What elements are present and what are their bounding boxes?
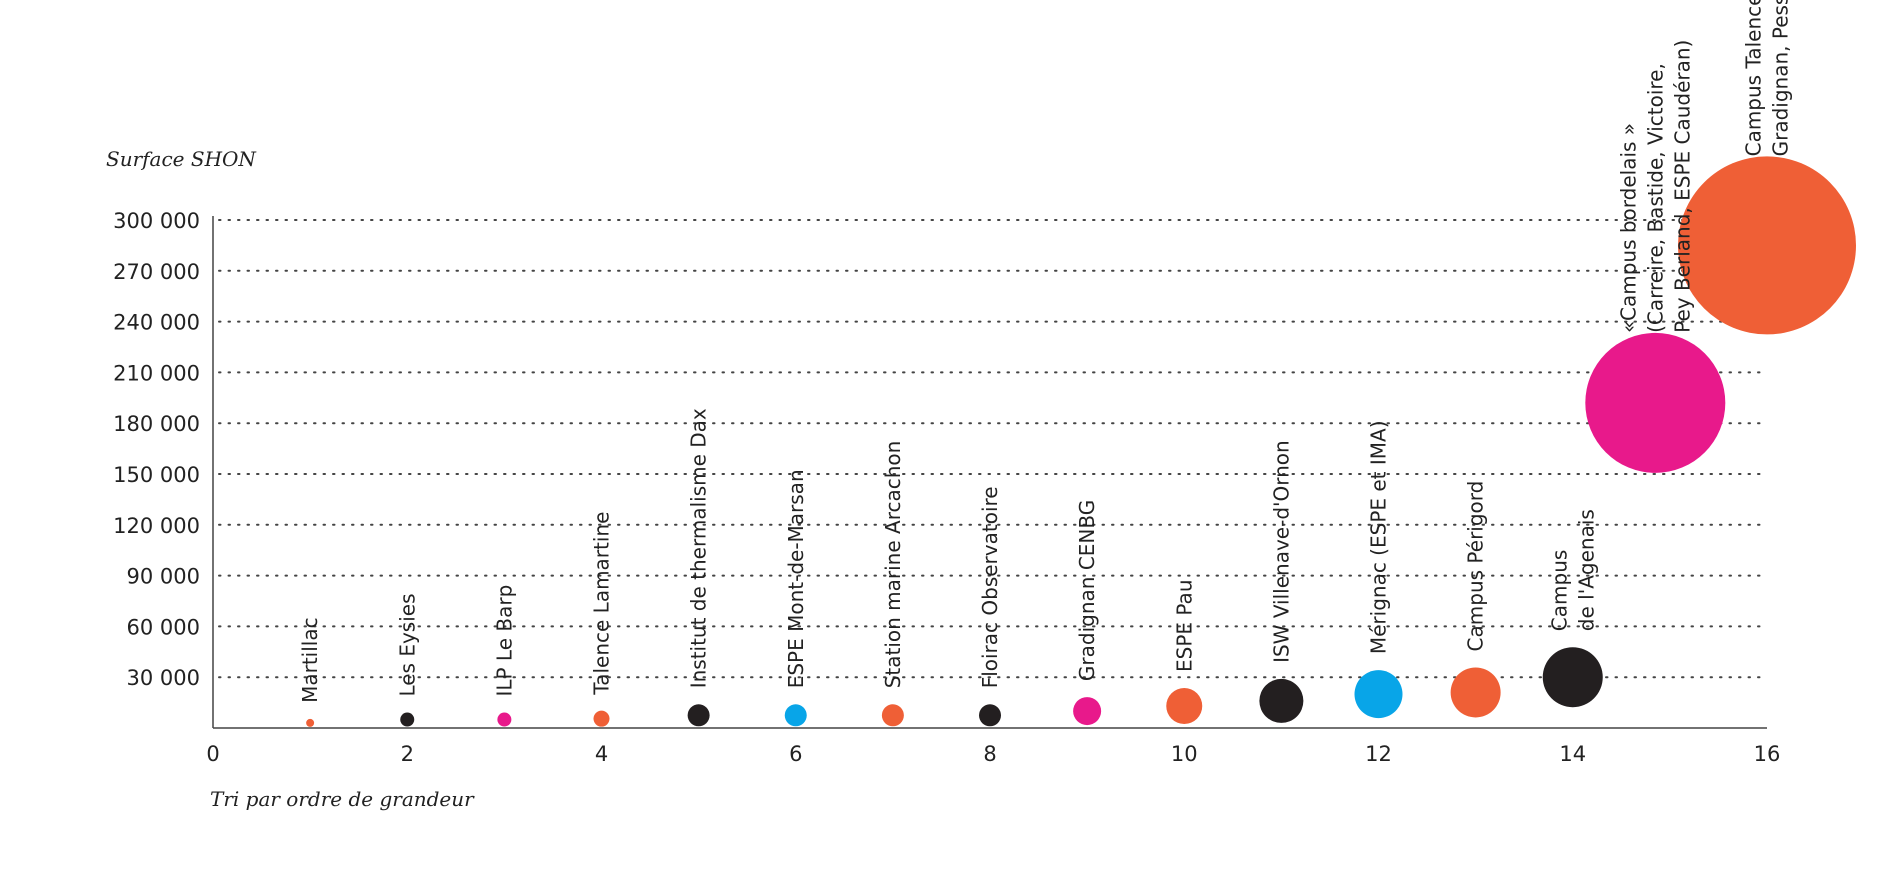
data-label: Campus Périgord [1464, 481, 1488, 652]
y-tick-label: 180 000 [113, 412, 200, 436]
data-label-line: ESPE Pau [1172, 580, 1196, 672]
y-tick-label: 210 000 [113, 361, 200, 385]
data-label: ILP Le Barp [492, 585, 516, 697]
data-point [593, 710, 610, 727]
data-label: «Campus bordelais » (Carreire, Bastide, V… [1616, 40, 1694, 333]
data-label-line: Talence Lamartine [590, 512, 614, 696]
data-label: ESPE Mont-de-Marsan [784, 469, 808, 688]
data-label-line: ESPE Mont-de-Marsan [784, 469, 808, 688]
data-label: Institut de thermalisme Dax [687, 408, 711, 688]
data-point [784, 704, 807, 727]
data-label-line: Mérignac (ESPE et IMA) [1367, 420, 1391, 654]
data-label-line: Gradignan CENBG [1075, 500, 1099, 681]
x-tick-labels: 0 2 4 6 8 10 12 14 16 [206, 742, 1780, 766]
data-label-line: ILP Le Barp [492, 585, 516, 697]
x-tick-label: 6 [789, 742, 802, 766]
y-tick-label: 300 000 [113, 209, 200, 233]
data-label-line: Gradignan, Pessac [1769, 0, 1793, 156]
y-axis-title: Surface SHON [106, 147, 257, 171]
y-tick-labels: 30 000 60 000 90 000 120 000 150 000 180 000 2… [113, 209, 200, 690]
data-label-line: (Carreire, Bastide, Victoire, [1643, 63, 1667, 333]
data-label: ISW Villenave-d'Ornon [1269, 440, 1293, 663]
x-tick-label: 4 [595, 742, 608, 766]
data-label: Gradignan CENBG [1075, 500, 1099, 681]
data-point [1585, 332, 1726, 473]
data-label: Mérignac (ESPE et IMA) [1367, 420, 1391, 654]
y-tick-label: 270 000 [113, 260, 200, 284]
y-tick-label: 60 000 [127, 615, 200, 639]
x-tick-label: 0 [206, 742, 219, 766]
x-tick-label: 8 [983, 742, 996, 766]
data-label-line: Floirac Observatoire [978, 486, 1002, 688]
data-label: ESPE Pau [1172, 580, 1196, 672]
data-label: Talence Lamartine [590, 512, 614, 696]
data-point [497, 712, 512, 727]
data-point [400, 712, 415, 727]
x-tick-label: 10 [1171, 742, 1198, 766]
axes [212, 216, 1767, 729]
x-axis-title: Tri par ordre de grandeur [210, 787, 475, 811]
x-tick-label: 12 [1365, 742, 1392, 766]
data-label: Floirac Observatoire [978, 486, 1002, 688]
y-tick-label: 150 000 [113, 463, 200, 487]
data-label-line: Campus [1547, 550, 1571, 632]
data-point [1450, 667, 1501, 718]
data-point [306, 718, 315, 727]
data-label-line: de l'Agenais [1574, 509, 1598, 631]
data-point [687, 704, 710, 727]
data-label-line: Campus Périgord [1464, 481, 1488, 652]
data-label-line: Campus Talence, [1742, 0, 1766, 156]
data-label-line: Les Eysies [395, 593, 419, 696]
x-tick-label: 2 [401, 742, 414, 766]
data-point [1542, 647, 1603, 708]
y-tick-label: 90 000 [127, 565, 200, 589]
y-tick-label: 240 000 [113, 311, 200, 335]
y-tick-label: 120 000 [113, 514, 200, 538]
data-label: Campus de l'Agenais [1547, 509, 1598, 631]
data-label-line: Pey Berland, ESPE Caudéran) [1670, 40, 1694, 333]
data-point [1678, 156, 1856, 335]
data-label-line: Martillac [298, 617, 322, 703]
data-label: Station marine Arcachon [881, 441, 905, 689]
x-tick-label: 16 [1754, 742, 1781, 766]
data-points [306, 156, 1856, 727]
gridlines [218, 219, 1768, 679]
data-point [979, 704, 1001, 727]
data-label: Campus Talence, Gradignan, Pessac [1742, 0, 1793, 156]
data-label-line: ISW Villenave-d'Ornon [1269, 440, 1293, 663]
data-label: Les Eysies [395, 593, 419, 696]
data-label-line: Station marine Arcachon [881, 441, 905, 689]
data-point [881, 704, 904, 727]
data-point-labels: Martillac Les Eysies ILP Le Barp Talence La… [298, 0, 1792, 703]
data-point [1259, 678, 1304, 723]
data-point [1354, 670, 1403, 719]
data-label: Martillac [298, 617, 322, 703]
data-label-line: «Campus bordelais » [1616, 123, 1640, 333]
x-tick-label: 14 [1559, 742, 1586, 766]
data-point [1073, 697, 1102, 726]
data-label-line: Institut de thermalisme Dax [687, 408, 711, 688]
y-tick-label: 30 000 [127, 666, 200, 690]
data-point [1166, 687, 1203, 724]
